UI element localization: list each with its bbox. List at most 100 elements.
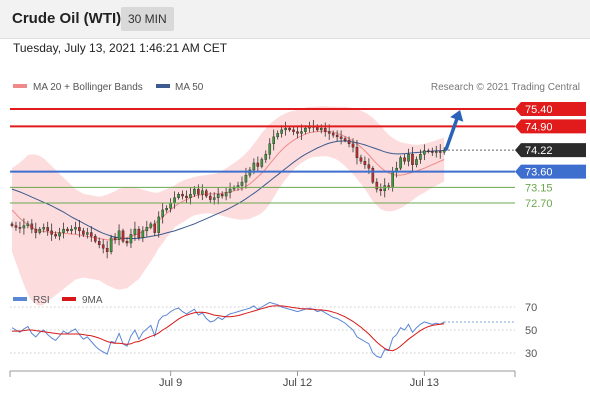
candle-body <box>149 223 153 228</box>
candle <box>137 226 141 241</box>
timeframe-badge[interactable]: 30 MIN <box>121 7 174 31</box>
candle-body <box>101 244 105 249</box>
candle-body <box>117 230 121 240</box>
candle-body <box>97 241 101 245</box>
candle <box>86 227 89 239</box>
candle <box>268 138 272 160</box>
candle-body <box>86 232 89 235</box>
candle <box>284 121 287 136</box>
candle <box>363 156 367 169</box>
level-support: 72.70 <box>10 198 553 210</box>
candle-body <box>93 235 97 242</box>
legend-ma50-label: MA 50 <box>175 82 204 93</box>
candle <box>359 154 363 164</box>
price-plot <box>10 106 446 306</box>
candle <box>125 237 129 247</box>
candle-body <box>161 209 164 218</box>
candle-body <box>22 225 26 229</box>
candle <box>157 211 161 238</box>
candle-body <box>212 197 216 200</box>
candle <box>30 219 34 234</box>
candle-body <box>165 208 168 211</box>
candle-body <box>30 223 34 230</box>
candle <box>205 188 208 198</box>
candle <box>101 239 105 254</box>
legend-ma20-label: MA 20 + Bollinger Bands <box>33 82 143 93</box>
candle <box>228 182 232 199</box>
candle-body <box>252 162 256 171</box>
instrument-title: Crude Oil (WTI) <box>12 10 122 27</box>
candle <box>379 183 383 196</box>
candle-body <box>431 151 434 153</box>
bollinger-band <box>12 106 445 306</box>
legend-ma50-swatch <box>156 84 170 88</box>
x-tick-label: Jul 9 <box>159 377 182 389</box>
candle-body <box>347 140 351 145</box>
candle <box>177 192 180 200</box>
analysis-datetime: Tuesday, July 13, 2021 1:46:21 AM CET <box>13 41 228 55</box>
candle-body <box>82 230 85 235</box>
candle-body <box>399 157 402 169</box>
candle <box>18 221 22 234</box>
ma50-line <box>11 140 445 239</box>
candle-body <box>58 232 61 237</box>
candle <box>161 202 164 224</box>
candle-body <box>391 171 394 188</box>
candle <box>423 144 426 161</box>
candle-body <box>216 194 220 198</box>
candle-body <box>197 188 200 195</box>
candle-body <box>260 159 264 167</box>
candle <box>335 130 339 142</box>
level-resistance: 75.40 <box>10 102 586 116</box>
candle <box>42 223 46 233</box>
candle <box>331 130 335 138</box>
candle-body <box>109 237 113 252</box>
forecast-arrow-shaft <box>444 117 459 151</box>
level-resistance: 74.90 <box>10 119 586 134</box>
candle-body <box>415 159 418 165</box>
candle <box>10 221 14 228</box>
candle <box>399 155 402 171</box>
candle-body <box>34 228 38 233</box>
candle-body <box>240 181 244 186</box>
candle <box>149 221 153 230</box>
candle-body <box>133 228 137 235</box>
candle <box>181 190 184 200</box>
candle <box>117 224 121 246</box>
candle-body <box>129 234 133 244</box>
candle <box>434 145 438 158</box>
candle-body <box>343 138 347 141</box>
candle-body <box>220 194 224 197</box>
x-tick-label: Jul 13 <box>410 377 439 389</box>
candle-body <box>359 157 363 162</box>
candle-body <box>105 248 109 252</box>
candle-body <box>70 228 73 232</box>
candle <box>371 166 375 184</box>
candle-body <box>62 228 65 233</box>
candle-body <box>205 190 208 197</box>
candle <box>415 156 418 168</box>
candle-body <box>14 225 18 228</box>
rsi-ma-line <box>12 305 445 352</box>
candle <box>343 136 347 143</box>
candle-body <box>157 216 161 233</box>
candle <box>256 156 260 173</box>
candle-body <box>50 230 53 235</box>
candle <box>78 220 81 238</box>
candle-body <box>90 232 93 237</box>
legend-rsi-ma-swatch <box>62 297 76 301</box>
candle-body <box>371 167 375 183</box>
candle-body <box>284 127 287 131</box>
candle <box>208 192 212 203</box>
candle <box>276 130 279 140</box>
legend-rsi-swatch <box>13 297 27 301</box>
rsi-plot: 30 50 70 <box>10 301 537 360</box>
candle-body <box>177 194 180 198</box>
candle <box>296 126 299 139</box>
level-label: 75.40 <box>525 104 553 116</box>
x-tick-label: Jul 12 <box>283 377 312 389</box>
candle-body <box>10 223 14 226</box>
candle-body <box>288 127 291 131</box>
candle <box>189 186 192 205</box>
level-label-box <box>515 164 586 179</box>
